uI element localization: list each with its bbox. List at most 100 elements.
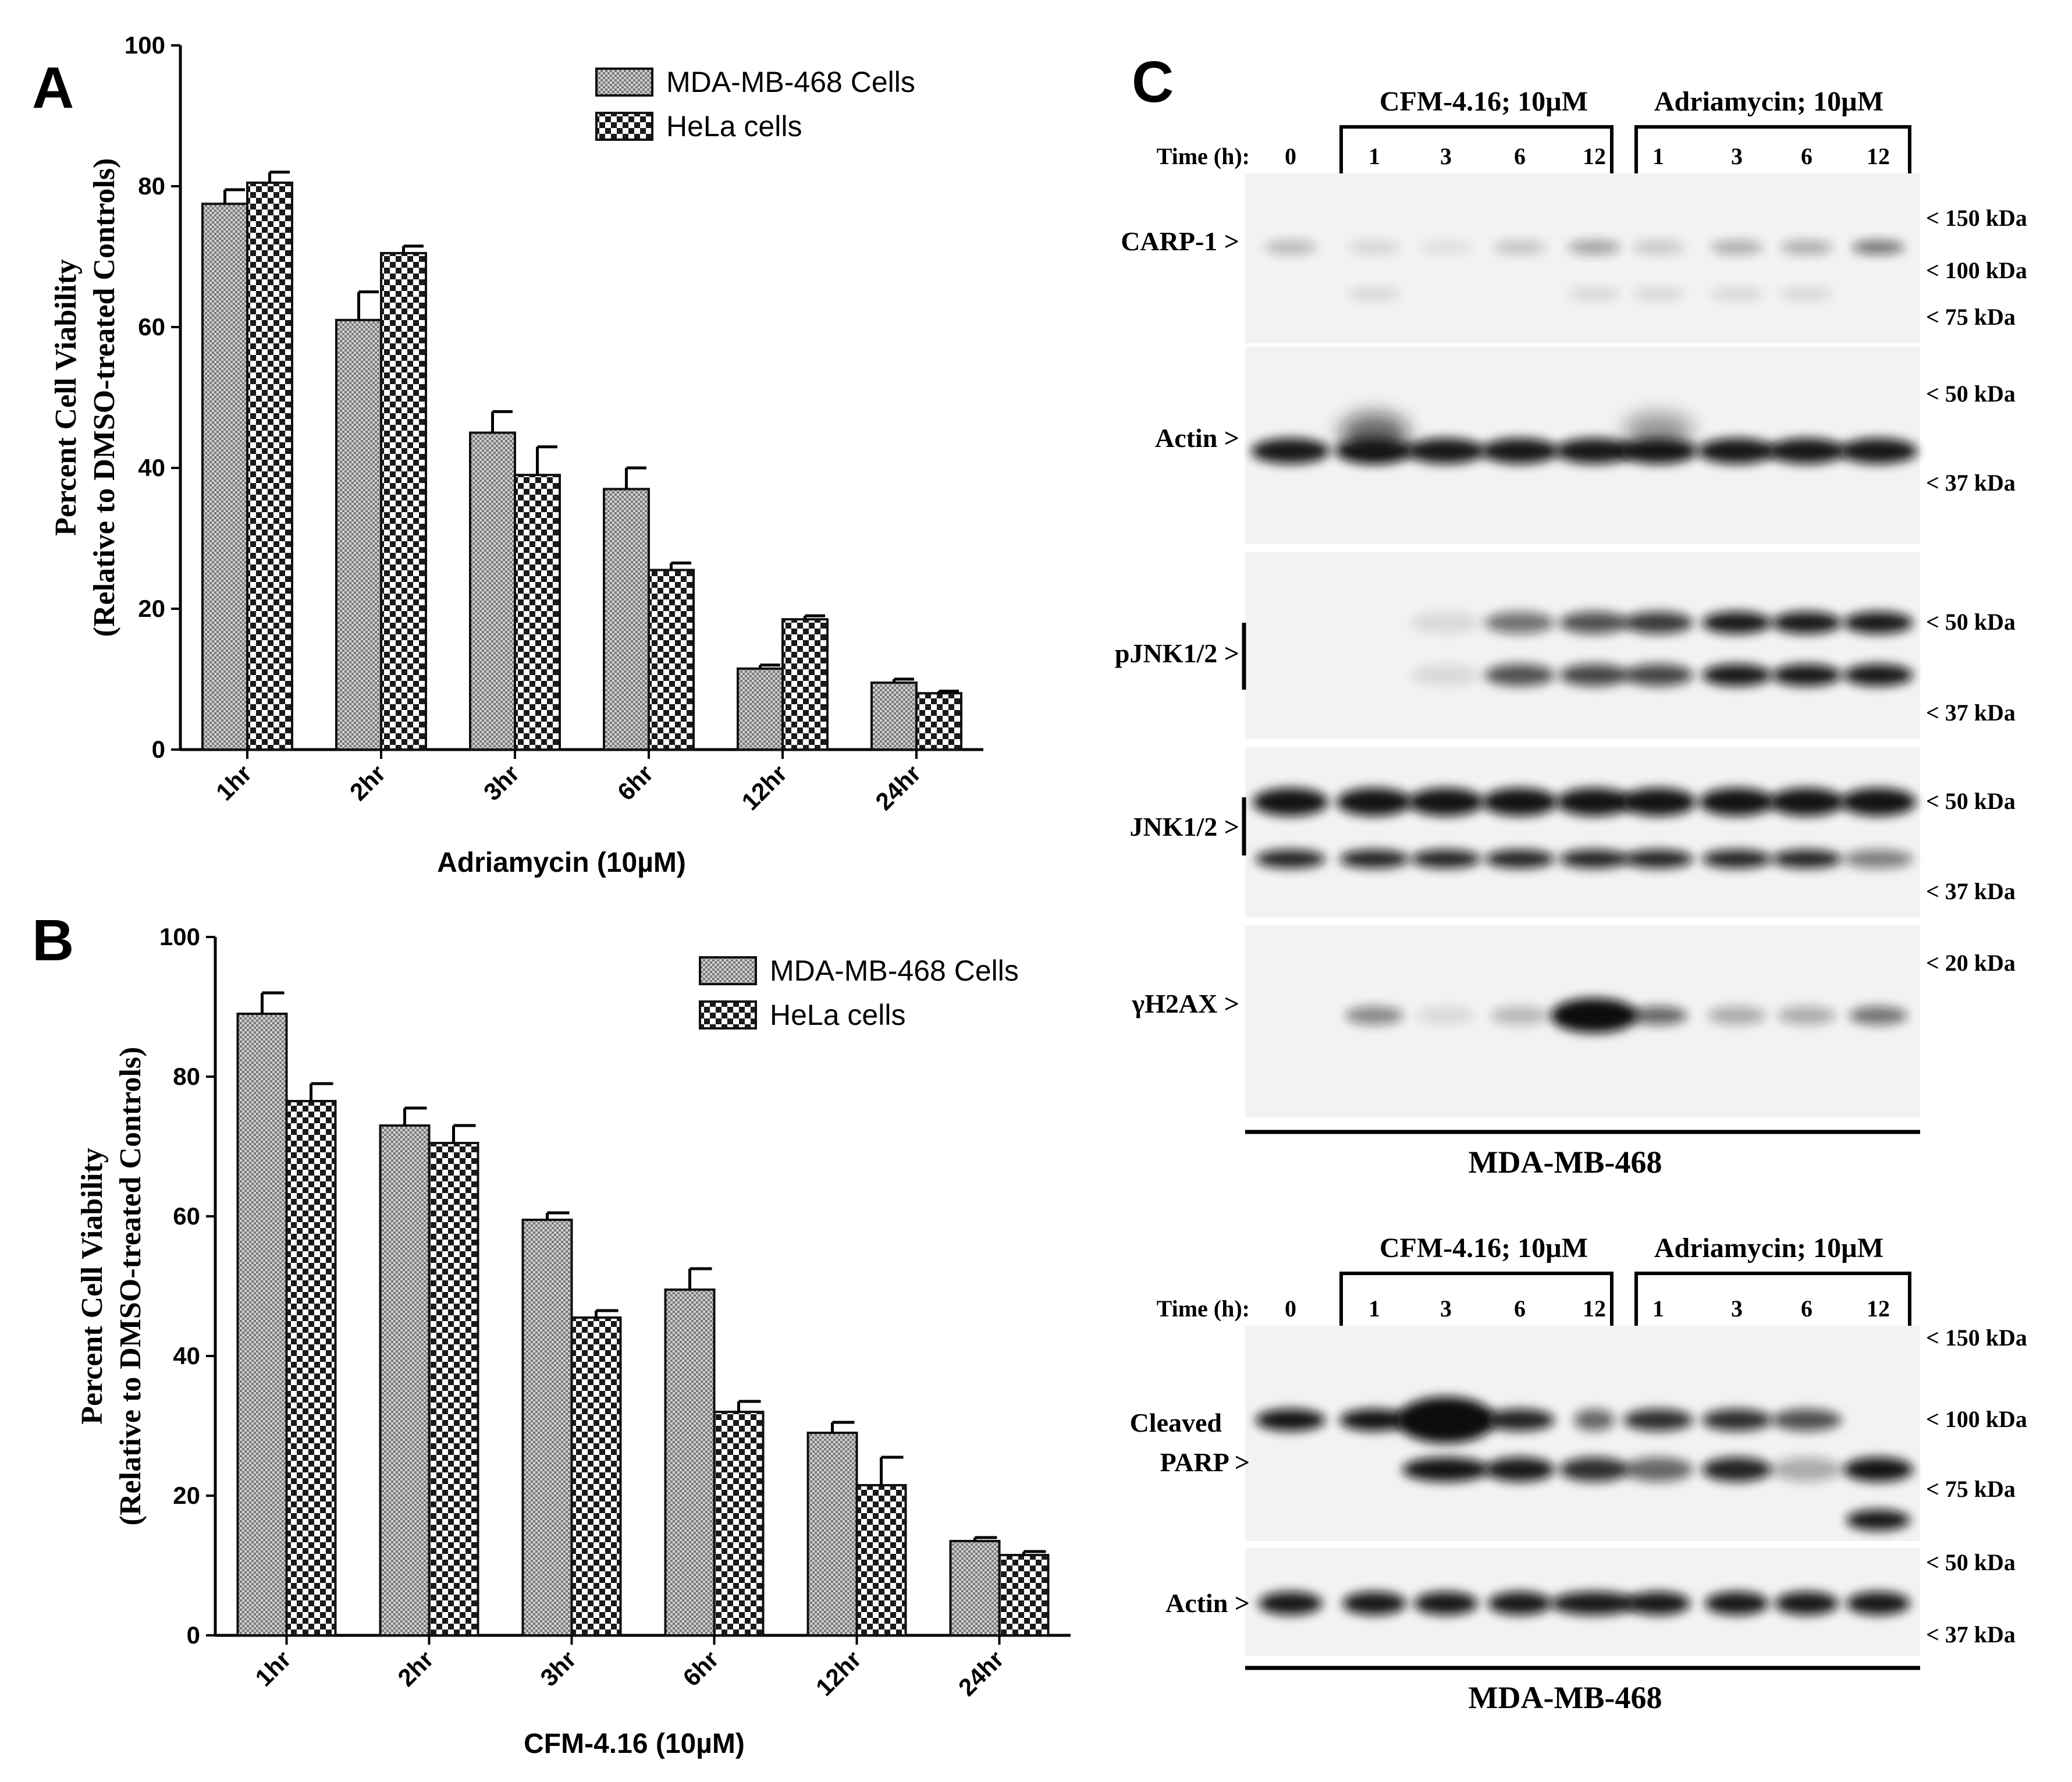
band-jnk-upper bbox=[1620, 788, 1696, 816]
bar-mda-24hr bbox=[870, 681, 918, 751]
x-tick-label: 3hr bbox=[535, 1645, 581, 1691]
band-actin bbox=[1251, 438, 1330, 464]
band-parp-full bbox=[1772, 1409, 1842, 1431]
mw-marker: < 37 kDa bbox=[1926, 700, 2016, 726]
band-parp-cleaved bbox=[1702, 1457, 1772, 1482]
lane-label: 0 bbox=[1285, 1295, 1296, 1322]
bar-hela-3hr bbox=[570, 1316, 622, 1637]
mw-marker: < 150 kDa bbox=[1926, 1325, 2027, 1351]
y-axis-label-line2: (Relative to DMSO-treated Controls) bbox=[88, 158, 121, 637]
band-jnk-lower bbox=[1623, 850, 1693, 868]
legend-swatch-1 bbox=[595, 112, 653, 141]
band-pjnk-upper bbox=[1623, 612, 1693, 634]
x-tick-label: 2hr bbox=[344, 759, 390, 805]
bar-hela-12hr bbox=[781, 618, 829, 751]
band-gh2ax bbox=[1629, 1006, 1687, 1025]
chart-a: 0 20 40 60 80 100 1hr 2hr 3hr 6hr 12hr 24hr Adriamyc… bbox=[49, 31, 983, 878]
band-parp-full bbox=[1256, 1409, 1325, 1431]
bracket-cfm bbox=[1339, 1272, 1613, 1327]
bar-mda-12hr bbox=[806, 1432, 858, 1637]
lane-label: 6 bbox=[1514, 1295, 1526, 1322]
band-pjnk-lower bbox=[1772, 664, 1842, 686]
lane-label: 12 bbox=[1867, 143, 1890, 169]
row-label-carp1: CARP-1 > bbox=[1121, 226, 1239, 256]
band-actin bbox=[1406, 438, 1485, 464]
mw-marker: < 150 kDa bbox=[1926, 205, 2027, 231]
bar-hela-12hr bbox=[855, 1484, 907, 1637]
band-gh2ax bbox=[1708, 1006, 1766, 1025]
band-carp1 bbox=[1494, 240, 1546, 254]
lane-label: 1 bbox=[1369, 143, 1380, 169]
y-tick-label: 20 bbox=[173, 1482, 200, 1509]
treatment-cfm-label: CFM-4.16; 10µM bbox=[1380, 86, 1588, 117]
band-actin bbox=[1697, 438, 1776, 464]
band-pjnk-lower bbox=[1485, 664, 1555, 686]
lane-label: 3 bbox=[1731, 143, 1743, 169]
panel-label-b: B bbox=[32, 908, 74, 973]
chart-b: 0 20 40 60 80 100 1hr 2hr 3hr 6hr 12hr 24hr CFM-4.16… bbox=[76, 923, 1071, 1759]
bar-hela-6hr bbox=[648, 569, 695, 751]
band-parp-cleaved bbox=[1559, 1457, 1629, 1482]
y-tick-label: 40 bbox=[173, 1342, 200, 1369]
band-actin-bottom bbox=[1705, 1592, 1769, 1615]
treatment-adriamycin-label: Adriamycin; 10µM bbox=[1654, 86, 1883, 117]
band-parp-full bbox=[1485, 1409, 1555, 1431]
band-actin-smear bbox=[1339, 413, 1409, 454]
band-pjnk-lower bbox=[1623, 664, 1693, 686]
band-gh2ax bbox=[1491, 1006, 1549, 1025]
x-tick-label: 12hr bbox=[736, 759, 792, 815]
y-tick-label: 40 bbox=[138, 454, 165, 481]
band-jnk-upper bbox=[1253, 788, 1328, 816]
band-jnk-upper bbox=[1840, 788, 1916, 816]
x-tick-label: 1hr bbox=[250, 1645, 296, 1691]
mw-marker: < 37 kDa bbox=[1926, 1621, 2016, 1648]
lane-label: 3 bbox=[1731, 1295, 1743, 1322]
legend-label-1: HeLa cells bbox=[666, 110, 802, 143]
band-pjnk-lower bbox=[1559, 664, 1629, 686]
band-actin-bottom bbox=[1414, 1592, 1478, 1615]
bar-mda-6hr bbox=[603, 488, 650, 751]
band-pjnk-upper bbox=[1559, 612, 1629, 634]
bar-hela-24hr bbox=[998, 1554, 1050, 1637]
row-label-actin-bottom: Actin > bbox=[1165, 1588, 1250, 1618]
bar-mda-6hr bbox=[664, 1288, 716, 1637]
mw-marker: < 50 kDa bbox=[1926, 1549, 2016, 1575]
band-carp1 bbox=[1852, 240, 1904, 254]
band-pjnk-lower bbox=[1843, 664, 1913, 686]
legend-label-0: MDA-MB-468 Cells bbox=[770, 954, 1019, 987]
x-tick-label: 12hr bbox=[811, 1645, 866, 1701]
band-jnk-lower bbox=[1843, 850, 1913, 868]
lane-label: 12 bbox=[1867, 1295, 1890, 1322]
panel-label-a: A bbox=[32, 55, 74, 120]
band-parp-cleaved bbox=[1402, 1457, 1490, 1482]
band-pjnk-upper bbox=[1772, 612, 1842, 634]
band-parp-full bbox=[1574, 1409, 1615, 1431]
band-carp1-lower bbox=[1780, 287, 1833, 300]
x-tick-label: 3hr bbox=[478, 759, 524, 805]
band-pjnk-upper bbox=[1843, 612, 1913, 634]
bar-hela-24hr bbox=[915, 692, 962, 751]
lane-label: 1 bbox=[1652, 1295, 1664, 1322]
band-jnk-upper bbox=[1699, 788, 1775, 816]
bar-hela-2hr bbox=[428, 1142, 479, 1637]
band-parp-cleaved-lower bbox=[1846, 1510, 1910, 1531]
panel-label-c: C bbox=[1132, 49, 1174, 115]
row-label-pjnk: pJNK1/2 > bbox=[1115, 638, 1239, 668]
mw-marker: < 37 kDa bbox=[1926, 878, 2016, 904]
band-parp-full bbox=[1623, 1409, 1693, 1431]
x-tick-label: 24hr bbox=[953, 1645, 1009, 1701]
band-pjnk-lower bbox=[1702, 664, 1772, 686]
mw-marker: < 50 kDa bbox=[1926, 381, 2016, 407]
y-axis-label-line2: (Relative to DMSO-treated Controls) bbox=[114, 1047, 147, 1526]
row-label-jnk: JNK1/2 > bbox=[1130, 812, 1240, 842]
mw-marker: < 37 kDa bbox=[1926, 470, 2016, 496]
x-axis-label: CFM-4.16 (10µM) bbox=[524, 1728, 745, 1759]
blot-parp bbox=[1245, 1326, 1920, 1541]
band-parp-full bbox=[1339, 1409, 1409, 1431]
x-tick-label: 1hr bbox=[211, 759, 257, 805]
legend-swatch-0 bbox=[595, 68, 653, 97]
legend-swatch-1 bbox=[699, 1000, 757, 1030]
band-actin bbox=[1767, 438, 1846, 464]
band-jnk-upper bbox=[1769, 788, 1844, 816]
